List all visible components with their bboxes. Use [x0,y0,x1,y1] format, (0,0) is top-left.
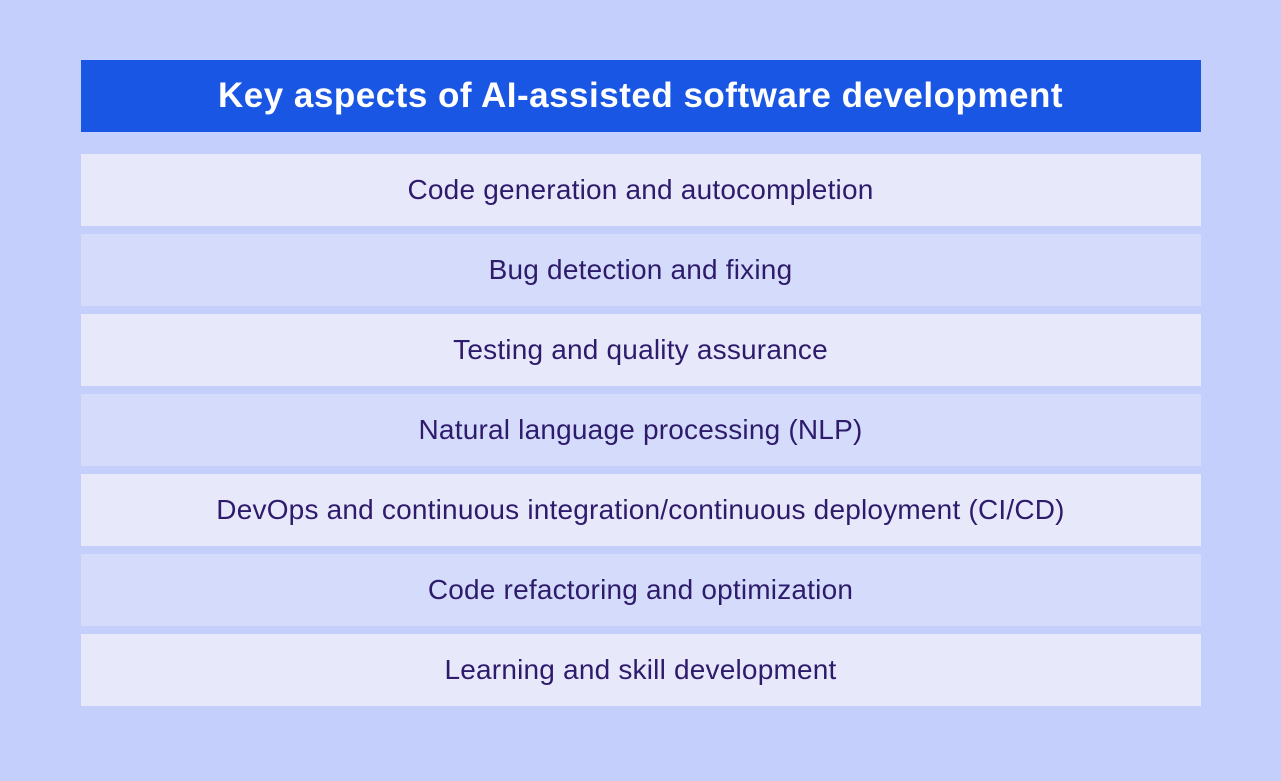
list-item: Code generation and autocompletion [81,154,1201,226]
list-item: Natural language processing (NLP) [81,394,1201,466]
infographic-rows: Code generation and autocompletion Bug d… [81,154,1201,706]
list-item: Code refactoring and optimization [81,554,1201,626]
list-item: Learning and skill development [81,634,1201,706]
list-item: Testing and quality assurance [81,314,1201,386]
infographic-title: Key aspects of AI-assisted software deve… [81,60,1201,132]
list-item: DevOps and continuous integration/contin… [81,474,1201,546]
list-item: Bug detection and fixing [81,234,1201,306]
infographic-container: Key aspects of AI-assisted software deve… [81,60,1201,706]
